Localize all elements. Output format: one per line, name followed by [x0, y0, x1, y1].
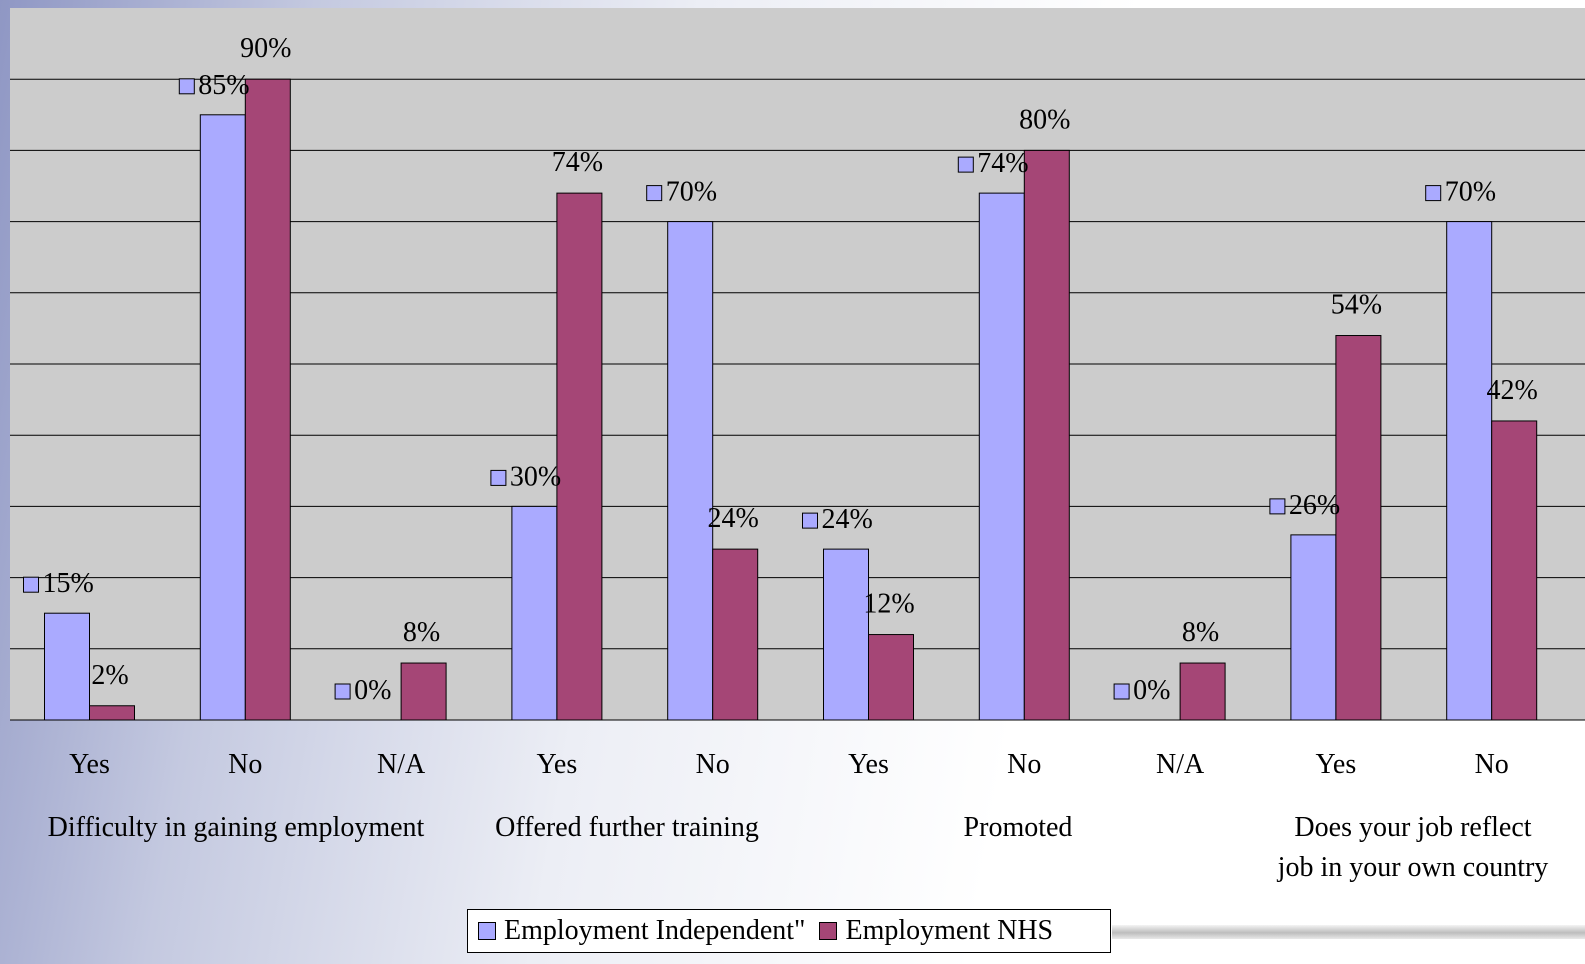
bar-nhs [1335, 335, 1382, 721]
data-label-nhs: 54% [1331, 290, 1382, 321]
bars [44, 78, 1538, 721]
bar-independent [823, 548, 869, 721]
legend-label-nhs: Employment NHS [845, 915, 1054, 946]
data-label-nhs: 8% [403, 617, 440, 648]
group-label: Promoted [964, 812, 1073, 843]
label-key-independent [1113, 683, 1130, 700]
bar-nhs [1491, 420, 1538, 721]
data-label-independent: 30% [510, 461, 561, 492]
legend-label-independent: Employment Independent" [504, 915, 806, 946]
legend-swatch-independent [478, 922, 496, 940]
data-label-independent: 24% [822, 504, 873, 535]
bar-nhs [556, 192, 603, 721]
legend-shadow [1112, 925, 1585, 939]
x-tick-label: No [696, 749, 730, 780]
group-label: job in your own country [1277, 852, 1549, 883]
data-label-nhs: 80% [1019, 104, 1070, 135]
bar-nhs [89, 705, 135, 721]
label-key-independent [957, 156, 974, 173]
data-label-nhs: 24% [708, 503, 759, 534]
bar-nhs [244, 78, 291, 721]
data-label-independent: 0% [354, 675, 391, 706]
x-tick-label: N/A [377, 749, 426, 780]
label-key-independent [646, 185, 663, 202]
label-key-independent [490, 469, 507, 486]
legend-swatch-nhs [819, 922, 838, 940]
bar-nhs [400, 662, 447, 721]
bar-independent [1290, 534, 1337, 721]
label-key-independent [334, 683, 351, 700]
label-key-independent [178, 78, 195, 95]
x-tick-label: No [228, 749, 262, 780]
legend: Employment Independent" Employment NHS [467, 909, 1111, 953]
label-key-independent [802, 512, 818, 529]
x-tick-label: No [1007, 749, 1041, 780]
label-key-independent [1425, 185, 1442, 202]
x-tick-label: Yes [1316, 749, 1357, 780]
x-tick-label: No [1475, 749, 1509, 780]
x-tick-label: Yes [848, 749, 889, 780]
x-tick-labels: Yes No N/A Yes No Yes No N/A Yes No [69, 749, 1509, 780]
bar-nhs [868, 634, 914, 721]
data-label-independent: 74% [977, 148, 1028, 179]
x-tick-label: Yes [69, 749, 110, 780]
data-label-independent: 15% [43, 568, 94, 599]
data-label-nhs: 42% [1487, 375, 1538, 406]
bar-nhs [712, 548, 759, 721]
x-tick-label: N/A [1156, 749, 1205, 780]
group-label: Difficulty in gaining employment [48, 812, 425, 843]
bar-independent [1446, 221, 1493, 721]
data-label-independent: 26% [1289, 490, 1340, 521]
label-key-independent [1269, 498, 1286, 515]
group-labels: Difficulty in gaining employment Offered … [48, 812, 1549, 883]
data-labels: 15% 2% 85% 90% 0% 8% 30% 74% 70% 24% 24% 12% 74% 80% 0… [23, 33, 1538, 706]
data-label-independent: 70% [1445, 177, 1496, 208]
legend-item-nhs: Employment NHS [819, 915, 1053, 947]
bar-independent [199, 114, 246, 721]
bar-independent [667, 221, 714, 721]
bar-independent [978, 192, 1025, 721]
data-label-nhs: 90% [240, 33, 291, 64]
data-label-nhs: 8% [1182, 617, 1219, 648]
data-label-nhs: 74% [552, 147, 603, 178]
x-tick-label: Yes [537, 749, 578, 780]
data-label-nhs: 2% [91, 660, 128, 691]
label-key-independent [23, 576, 39, 593]
data-label-nhs: 12% [863, 589, 914, 620]
bar-independent [511, 505, 558, 721]
group-label: Offered further training [495, 812, 759, 843]
data-label-independent: 70% [666, 177, 717, 208]
legend-item-independent: Employment Independent" [478, 915, 805, 947]
data-label-independent: 0% [1133, 675, 1170, 706]
group-label: Does your job reflect [1294, 812, 1531, 843]
bar-nhs [1179, 662, 1226, 721]
data-label-independent: 85% [198, 70, 249, 101]
bar-nhs [1023, 149, 1070, 721]
bar-independent [44, 612, 90, 721]
